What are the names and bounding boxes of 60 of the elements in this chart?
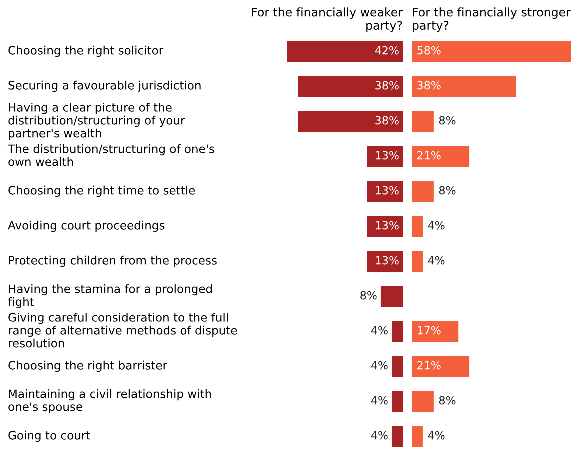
y-tick-label: Having a clear picture of the distribution/structuring of your partner's wealth <box>8 103 186 140</box>
bar <box>412 321 459 342</box>
bar <box>367 216 403 237</box>
y-tick-label: Choosing the right barrister <box>8 360 168 372</box>
y-tick-label: Choosing the right solicitor <box>8 46 164 58</box>
bar <box>298 76 403 97</box>
bar <box>412 251 423 272</box>
bar <box>392 321 403 342</box>
bar <box>367 251 403 272</box>
y-tick-label: Having the stamina for a prolonged fight <box>8 284 212 309</box>
bar <box>392 426 403 447</box>
data-label: 4% <box>371 361 388 370</box>
data-label: 4% <box>428 256 445 265</box>
y-tick-label: Avoiding court proceedings <box>8 220 165 232</box>
bar <box>287 41 403 62</box>
data-label: 4% <box>371 396 388 405</box>
data-label: 8% <box>360 291 377 300</box>
y-tick-label: Giving careful consideration to the full range of alternative methods of dispute resolution <box>8 313 238 348</box>
y-tick-label: Going to court <box>8 430 90 442</box>
data-label: 21% <box>418 361 441 370</box>
bar <box>367 181 403 202</box>
data-label: 38% <box>376 81 399 90</box>
data-label: 21% <box>418 151 441 160</box>
data-label: 4% <box>428 431 445 440</box>
data-label: 13% <box>376 186 399 195</box>
bar <box>412 426 423 447</box>
bar <box>298 111 403 132</box>
data-label: 4% <box>428 221 445 230</box>
data-label: 8% <box>439 116 456 125</box>
data-label: 38% <box>418 81 441 90</box>
bar <box>412 111 434 132</box>
bar <box>367 146 403 167</box>
bar <box>412 356 470 377</box>
data-label: 8% <box>439 186 456 195</box>
bar <box>412 216 423 237</box>
y-tick-label: The distribution/structuring of one's own wealth <box>8 144 214 166</box>
data-label: 13% <box>376 256 399 265</box>
data-label: 58% <box>418 46 441 55</box>
y-tick-label: Choosing the right time to settle <box>8 186 196 198</box>
data-label: 4% <box>371 326 388 335</box>
bar <box>392 391 403 412</box>
data-label: 8% <box>439 396 456 405</box>
data-label: 4% <box>371 431 388 440</box>
data-label: 13% <box>376 151 399 160</box>
y-tick-label: Protecting children from the process <box>9 256 217 268</box>
bar <box>412 391 434 412</box>
y-tick-label: Securing a favourable jurisdiction <box>8 80 201 92</box>
bar <box>412 146 470 167</box>
y-tick-label: Maintaining a civil relationship with one's spouse <box>8 389 212 414</box>
data-label: 42% <box>375 46 399 55</box>
bar <box>412 41 571 62</box>
data-label: 17% <box>418 326 441 335</box>
chart-title: For the financially weaker party? <box>252 8 403 32</box>
bar <box>412 76 516 97</box>
data-label: 13% <box>376 221 399 230</box>
bar <box>412 181 434 202</box>
data-label: 38% <box>376 116 399 125</box>
bar <box>392 356 403 377</box>
bar <box>380 286 403 307</box>
chart-title: For the financially stronger party? <box>413 8 571 32</box>
